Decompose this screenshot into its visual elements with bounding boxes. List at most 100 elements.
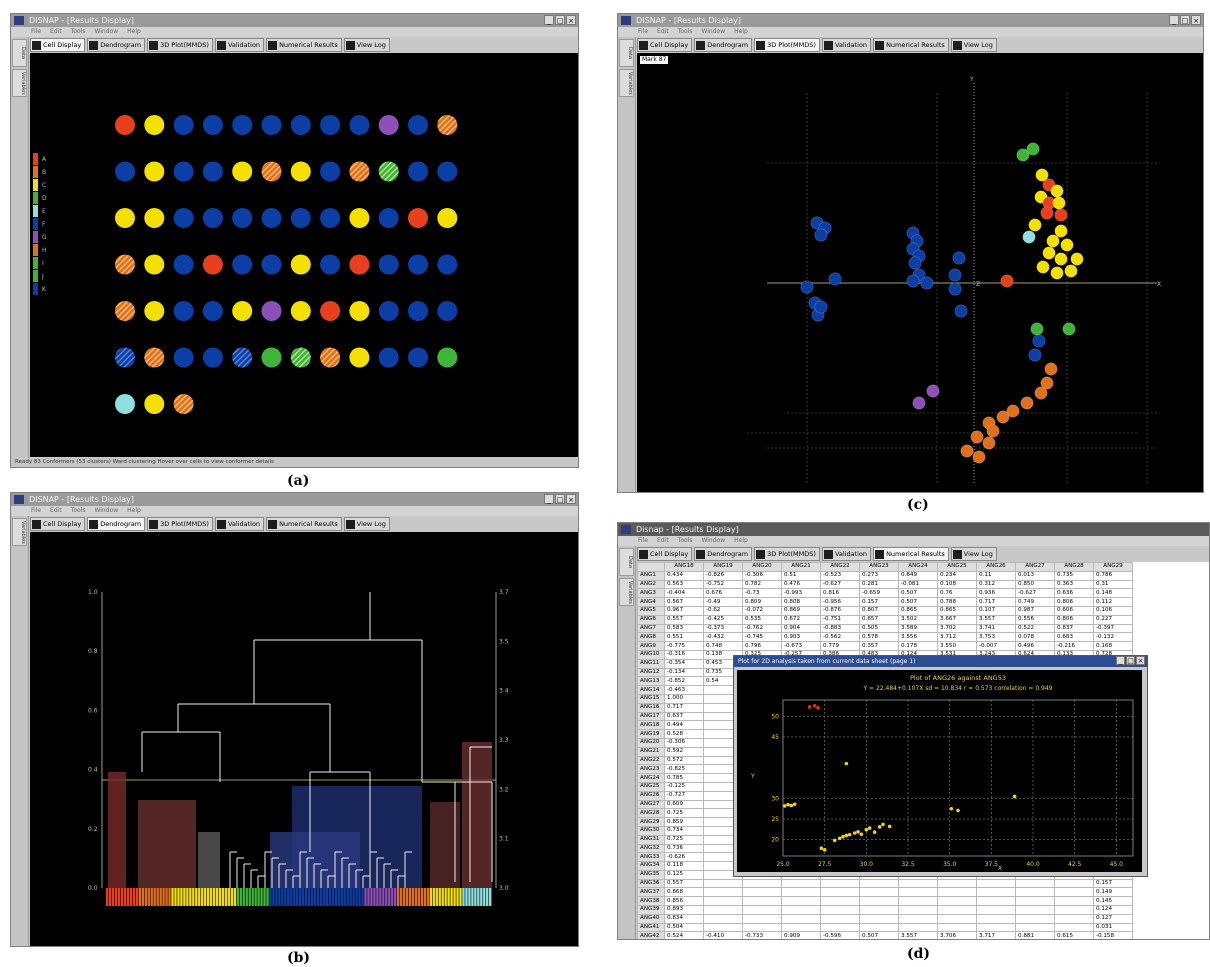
table-cell[interactable] [1015,922,1055,933]
table-cell[interactable]: 0.168 [1093,641,1133,651]
cell-circle[interactable] [144,347,165,368]
cell-circle[interactable] [290,208,311,228]
row-header[interactable]: ANG8 [637,632,665,643]
table-cell[interactable]: 0.967 [664,605,704,616]
table-cell[interactable]: -0.659 [859,588,899,599]
table-cell[interactable]: 0.234 [937,570,977,581]
table-cell[interactable]: 0.51 [781,570,821,581]
row-header[interactable]: ANG33 [637,852,665,863]
table-cell[interactable]: 0.551 [664,632,704,643]
side-tab-variables[interactable]: Variables [12,69,27,97]
tab-cell-display[interactable]: Cell Display [637,38,693,52]
menu-item-edit[interactable]: Edit [50,507,62,514]
row-header[interactable]: ANG18 [637,720,665,731]
table-cell[interactable]: -0.956 [820,597,860,607]
table-cell[interactable] [1054,878,1094,889]
table-cell[interactable]: 0.157 [859,597,899,607]
column-header[interactable]: ANG18 [664,562,704,572]
maximize-button[interactable]: □ [555,15,565,25]
table-cell[interactable]: -0.072 [742,605,782,616]
table-cell[interactable]: 0.178 [898,641,938,651]
table-cell[interactable]: 0.563 [664,579,704,590]
table-cell[interactable]: -0.425 [703,614,743,625]
cell-circle[interactable] [408,254,428,275]
cell-circle[interactable] [144,115,165,135]
column-header[interactable]: ANG26 [976,562,1016,572]
table-cell[interactable]: -0.316 [664,649,704,660]
menu-item-edit[interactable]: Edit [657,28,669,35]
table-cell[interactable] [820,913,860,924]
tab-dendrogram[interactable]: Dendrogram [694,38,753,52]
table-cell[interactable] [742,922,782,933]
row-header[interactable]: ANG38 [637,896,665,907]
cell-circle[interactable] [378,161,399,182]
table-cell[interactable]: 0.615 [1054,931,1094,939]
side-tab-variables[interactable]: Variables [619,578,634,606]
table-cell[interactable]: -0.306 [742,570,782,581]
table-cell[interactable]: 0.572 [664,755,704,766]
cell-circle[interactable] [115,301,135,321]
cell-circle[interactable] [261,161,282,182]
cell-circle[interactable] [320,115,341,135]
table-cell[interactable]: -0.354 [664,658,704,669]
table-cell[interactable]: 0.734 [664,825,704,836]
table-cell[interactable]: 0.107 [976,605,1016,616]
cell-circle[interactable] [173,115,194,135]
tab-dendrogram[interactable]: Dendrogram [87,38,146,52]
menu-item-tools[interactable]: Tools [70,507,86,514]
column-header[interactable]: ANG21 [781,562,821,572]
row-header[interactable]: ANG39 [637,905,665,915]
tab-3d-plot-mmds[interactable]: 3D Plot(MMDS) [754,38,820,52]
table-cell[interactable]: 0.649 [898,570,938,581]
table-cell[interactable]: 0.507 [898,588,938,599]
table-cell[interactable]: -0.432 [703,632,743,643]
table-cell[interactable] [898,896,938,907]
table-cell[interactable]: -0.826 [703,570,743,581]
table-cell[interactable]: 0.504 [664,922,704,933]
table-cell[interactable] [703,905,743,915]
cell-circle[interactable] [144,161,165,182]
table-cell[interactable]: -0.125 [664,781,704,792]
table-cell[interactable]: -0.775 [664,641,704,651]
table-cell[interactable]: 3.741 [976,623,1016,634]
table-cell[interactable] [1015,887,1055,898]
menu-item-edit[interactable]: Edit [50,28,62,35]
row-header[interactable]: ANG22 [637,755,665,766]
table-cell[interactable]: 0.859 [664,817,704,827]
tab-validation[interactable]: Validation [214,517,265,531]
table-cell[interactable]: 0.535 [742,614,782,625]
row-header[interactable]: ANG24 [637,773,665,783]
row-header[interactable]: ANG20 [637,737,665,748]
column-header[interactable]: ANG25 [937,562,977,572]
table-cell[interactable] [976,905,1016,915]
table-cell[interactable]: -0.993 [781,588,821,599]
row-header[interactable]: ANG7 [637,623,665,634]
table-cell[interactable] [820,905,860,915]
row-header[interactable]: ANG21 [637,746,665,757]
menu-item-file[interactable]: File [31,507,42,514]
table-cell[interactable]: 0.124 [1093,905,1133,915]
tab-numerical-results[interactable]: Numerical Results [266,517,342,531]
tab-cell-display[interactable]: Cell Display [30,38,86,52]
row-header[interactable]: ANG42 [637,931,665,939]
row-header[interactable]: ANG16 [637,702,665,713]
minimize-button[interactable]: _ [544,494,554,504]
cell-circle[interactable] [378,115,399,135]
table-cell[interactable] [937,878,977,889]
table-cell[interactable]: 0.788 [937,597,977,607]
tab-view-log[interactable]: View Log [950,38,997,52]
side-tab-variables[interactable]: Variables [619,69,634,97]
table-cell[interactable]: 3.753 [976,632,1016,643]
menu-item-window[interactable]: Window [94,507,119,514]
table-cell[interactable]: 0.125 [664,869,704,880]
table-cell[interactable] [976,922,1016,933]
table-cell[interactable] [742,913,782,924]
table-cell[interactable] [820,878,860,889]
cell-circle[interactable] [261,301,282,321]
tab-validation[interactable]: Validation [821,547,872,561]
table-cell[interactable] [859,922,899,933]
table-cell[interactable]: 3.589 [898,623,938,634]
table-cell[interactable] [859,896,899,907]
table-cell[interactable] [898,887,938,898]
window-titlebar[interactable]: DISNAP - [Results Display] _ □ × [11,14,578,27]
